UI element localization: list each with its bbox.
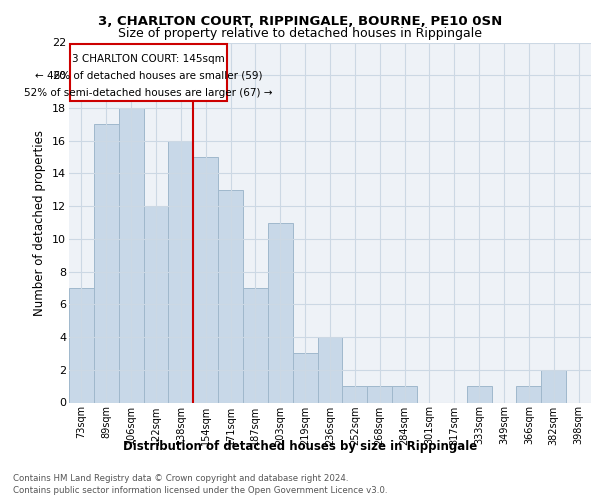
Text: 3 CHARLTON COURT: 145sqm: 3 CHARLTON COURT: 145sqm [72, 54, 225, 64]
Bar [143, 206, 169, 402]
Bar [169, 140, 193, 402]
Bar [392, 386, 417, 402]
Bar [343, 386, 367, 402]
Y-axis label: Number of detached properties: Number of detached properties [34, 130, 46, 316]
Bar [94, 124, 119, 402]
Bar [541, 370, 566, 402]
Bar [243, 288, 268, 403]
Bar [367, 386, 392, 402]
Bar [467, 386, 491, 402]
Text: Distribution of detached houses by size in Rippingale: Distribution of detached houses by size … [123, 440, 477, 453]
FancyBboxPatch shape [70, 44, 227, 102]
Bar [193, 157, 218, 402]
Bar [268, 222, 293, 402]
Bar [293, 354, 317, 403]
Text: Size of property relative to detached houses in Rippingale: Size of property relative to detached ho… [118, 28, 482, 40]
Bar [317, 337, 343, 402]
Text: ← 46% of detached houses are smaller (59): ← 46% of detached houses are smaller (59… [35, 70, 262, 81]
Text: 52% of semi-detached houses are larger (67) →: 52% of semi-detached houses are larger (… [24, 88, 273, 99]
Text: Contains public sector information licensed under the Open Government Licence v3: Contains public sector information licen… [13, 486, 388, 495]
Text: 3, CHARLTON COURT, RIPPINGALE, BOURNE, PE10 0SN: 3, CHARLTON COURT, RIPPINGALE, BOURNE, P… [98, 15, 502, 28]
Bar [517, 386, 541, 402]
Bar [218, 190, 243, 402]
Bar [69, 288, 94, 403]
Text: Contains HM Land Registry data © Crown copyright and database right 2024.: Contains HM Land Registry data © Crown c… [13, 474, 349, 483]
Bar [119, 108, 143, 403]
